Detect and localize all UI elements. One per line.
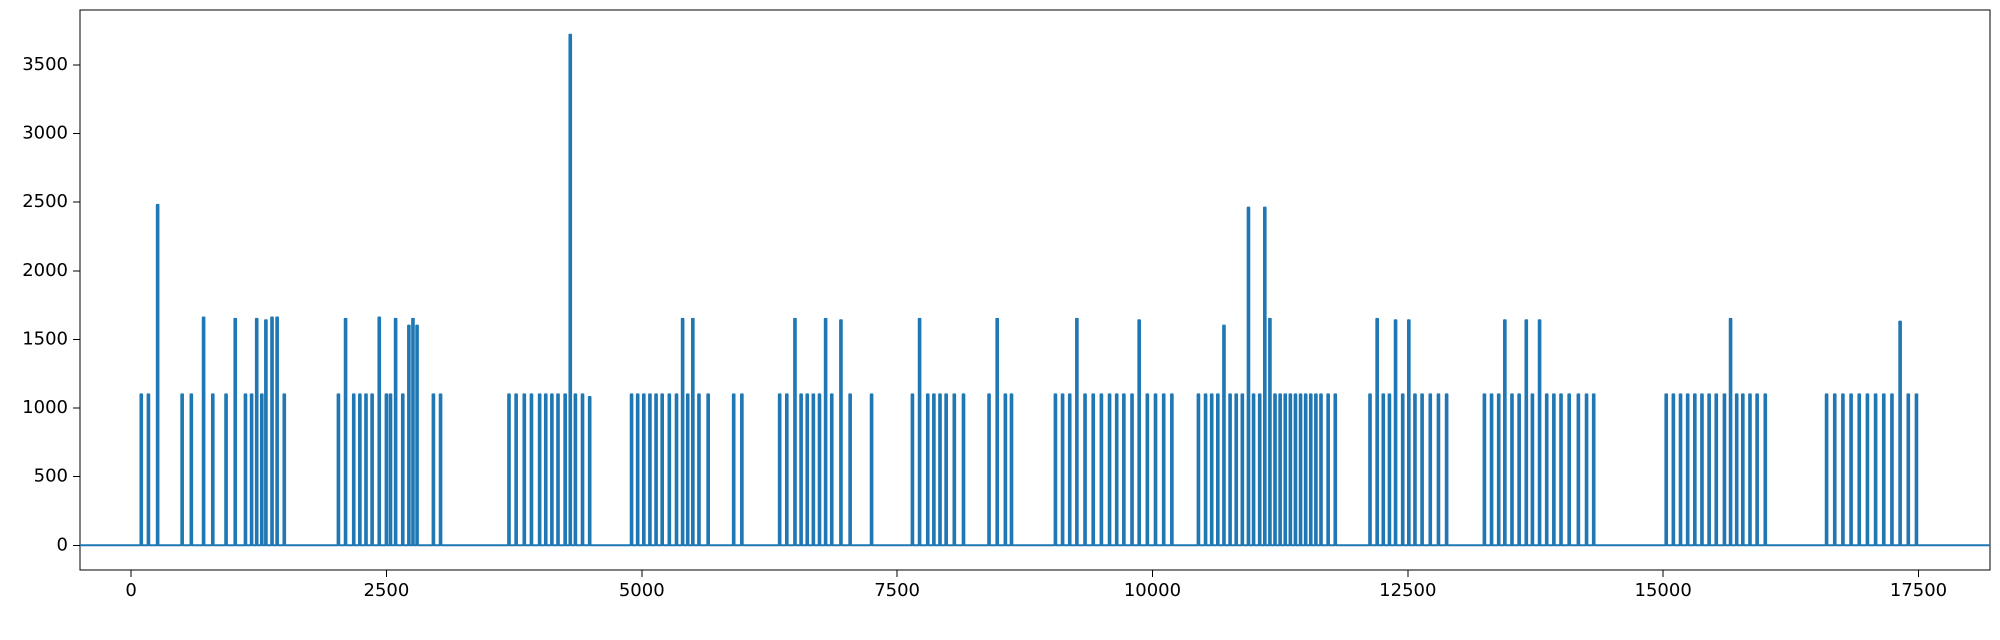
- x-tick-label: 5000: [619, 580, 665, 601]
- y-tick-label: 2500: [22, 191, 68, 212]
- spike-line-chart: 0 500 1000 1500 2000 2500 3000 3500 0 2500 5000 750…: [0, 0, 2000, 640]
- chart-background: [0, 0, 2000, 640]
- y-tick-label: 0: [57, 534, 68, 555]
- y-tick-label: 3500: [22, 54, 68, 75]
- y-tick-label: 500: [34, 466, 68, 487]
- y-tick-label: 1000: [22, 397, 68, 418]
- x-tick-label: 12500: [1379, 580, 1436, 601]
- x-tick-label: 17500: [1890, 580, 1947, 601]
- x-tick-label: 0: [125, 580, 136, 601]
- x-tick-label: 15000: [1635, 580, 1692, 601]
- y-tick-label: 1500: [22, 328, 68, 349]
- y-tick-label: 2000: [22, 260, 68, 281]
- y-tick-label: 3000: [22, 123, 68, 144]
- chart-svg: 0 500 1000 1500 2000 2500 3000 3500 0 2500 5000 750…: [0, 0, 2000, 640]
- x-tick-label: 7500: [874, 580, 920, 601]
- x-tick-label: 10000: [1124, 580, 1181, 601]
- x-tick-label: 2500: [364, 580, 410, 601]
